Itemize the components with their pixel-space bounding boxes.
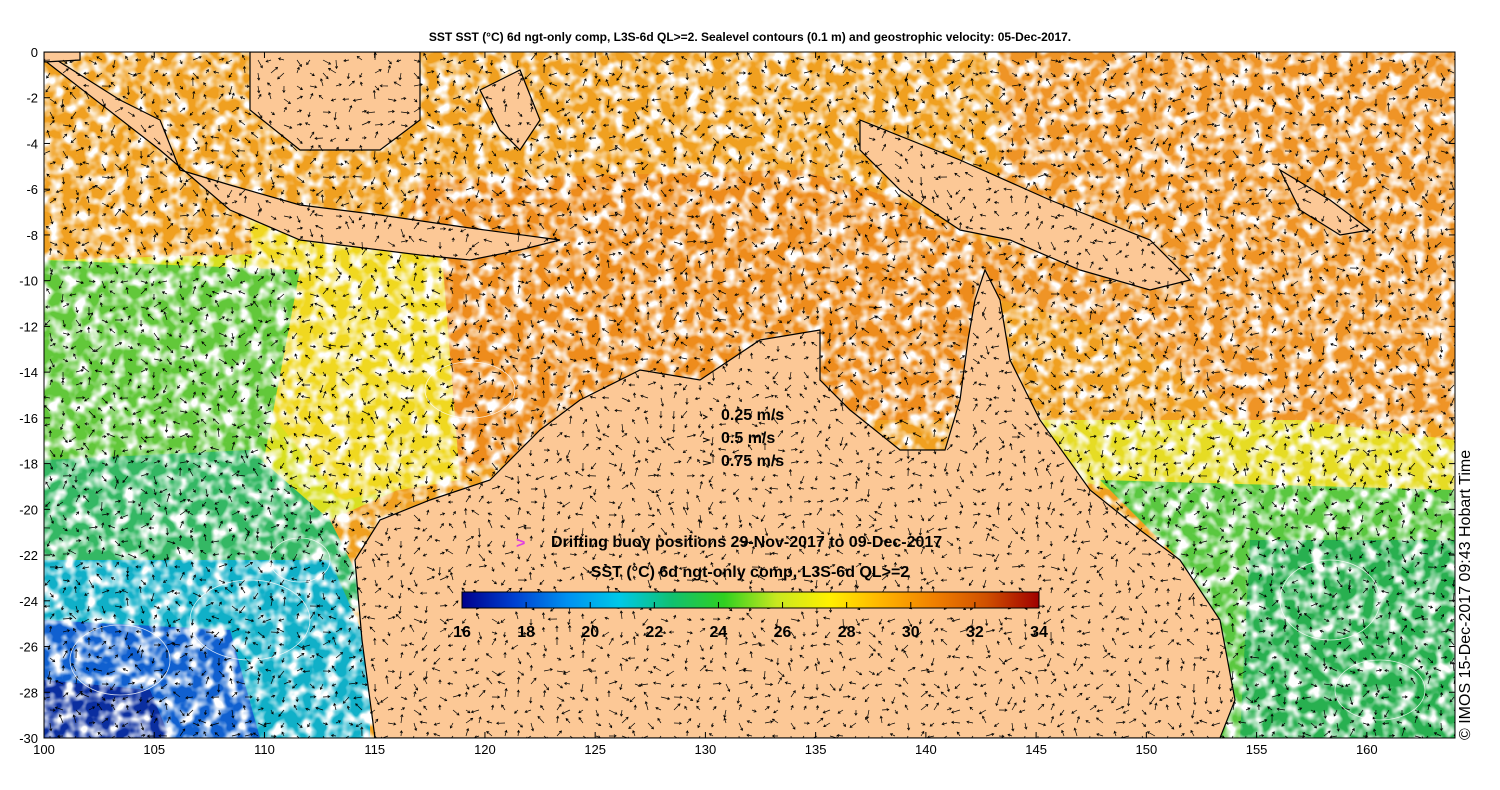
colorbar-tick-label: 22: [645, 624, 663, 641]
lon-tick-label: 115: [364, 742, 385, 757]
sulawesi-island: [479, 69, 541, 151]
lon-tick-label: 120: [474, 742, 496, 757]
lon-tick-label: 160: [1356, 742, 1378, 757]
colorbar-tick-label: 34: [1030, 624, 1048, 641]
velocity-legend-label: 0.5 m/s: [721, 430, 775, 447]
latitude-axis: 0 -2 -4 -6 -8 -10 -12 -14 -16 -18 -20 -22 -24 -26 -28 -…: [19, 45, 1455, 746]
buoy-legend-symbol: >: [516, 535, 525, 552]
lat-tick-label: -8: [26, 228, 38, 243]
lon-tick-label: 110: [254, 742, 275, 757]
borneo: [249, 52, 421, 151]
lat-tick-label: -26: [19, 640, 38, 655]
colorbar-title: SST (°C) 6d ngt-only comp, L3S-6d QL>=2: [591, 564, 910, 581]
lat-tick-label: -24: [19, 594, 38, 609]
lon-tick-label: 100: [33, 742, 55, 757]
lon-tick-label: 155: [1246, 742, 1268, 757]
velocity-legend-label: 0.75 m/s: [721, 453, 784, 470]
lat-tick-label: -4: [26, 136, 38, 151]
colorbar-tick-label: 16: [453, 624, 471, 641]
land-masses: [44, 52, 1372, 738]
pacific-islands: [1278, 168, 1372, 236]
lat-tick-label: -14: [19, 365, 38, 380]
australia-landmass: [354, 268, 1236, 738]
velocity-legend-label: 0.25 m/s: [721, 407, 784, 424]
velocity-legend-arrow: [702, 437, 711, 443]
lon-tick-label: 130: [695, 742, 717, 757]
map-plot-area: [44, 52, 1455, 738]
colorbar-tick-label: 30: [902, 624, 920, 641]
colorbar-ticks: 16 18 20 22 24 26 28 30 32 34: [453, 602, 1048, 641]
lon-tick-label: 145: [1025, 742, 1047, 757]
longitude-axis: 100 105 110 115 120 125 130 135 140 145 150 155 160: [33, 52, 1378, 757]
colorbar-tick-label: 32: [966, 624, 984, 641]
lat-tick-label: -18: [19, 457, 38, 472]
colorbar-tick-label: 28: [838, 624, 856, 641]
lon-tick-label: 125: [584, 742, 606, 757]
colorbar-tick-label: 20: [581, 624, 599, 641]
lat-tick-label: -16: [19, 411, 38, 426]
lon-tick-label: 105: [143, 742, 165, 757]
lat-tick-label: -6: [26, 182, 38, 197]
lat-tick-label: 0: [31, 45, 38, 60]
lat-tick-label: -2: [26, 91, 38, 106]
colorbar: [461, 591, 1040, 609]
lat-tick-label: -10: [19, 274, 38, 289]
plot-frame: [43, 51, 1456, 739]
sumatra-borneo-java: [44, 52, 561, 261]
lat-tick-label: -22: [19, 548, 38, 563]
imos-credit: © IMOS 15-Dec-2017 09:43 Hobart Time: [1457, 450, 1474, 740]
lat-tick-label: -20: [19, 502, 38, 517]
map-title: SST SST (°C) 6d ngt-only comp, L3S-6d QL…: [428, 30, 1072, 44]
lon-tick-label: 140: [915, 742, 937, 757]
buoy-legend-label: Drifting buoy positions 29-Nov-2017 to 0…: [551, 534, 942, 551]
colorbar-tick-label: 24: [710, 624, 728, 641]
velocity-legend: 0.25 m/s 0.5 m/s 0.75 m/s: [702, 407, 784, 470]
new-guinea: [859, 119, 1192, 291]
velocity-arrow-field: [44, 52, 1455, 738]
geostrophic-velocity-arrows: [44, 52, 1455, 738]
asia-mainland: [44, 52, 81, 63]
velocity-legend-arrow: [702, 414, 709, 420]
velocity-legend-arrow: [702, 460, 712, 466]
lon-tick-label: 150: [1135, 742, 1157, 757]
lat-tick-label: -30: [19, 731, 38, 746]
colorbar-tick-label: 26: [774, 624, 792, 641]
sealevel-contours: [69, 361, 1426, 721]
lat-tick-label: -28: [19, 685, 38, 700]
lon-tick-label: 135: [805, 742, 827, 757]
colorbar-tick-label: 18: [517, 624, 535, 641]
lat-tick-label: -12: [19, 319, 38, 334]
